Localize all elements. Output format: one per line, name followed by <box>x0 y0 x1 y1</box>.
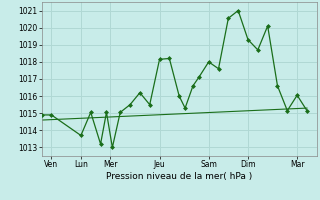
X-axis label: Pression niveau de la mer( hPa ): Pression niveau de la mer( hPa ) <box>106 172 252 181</box>
